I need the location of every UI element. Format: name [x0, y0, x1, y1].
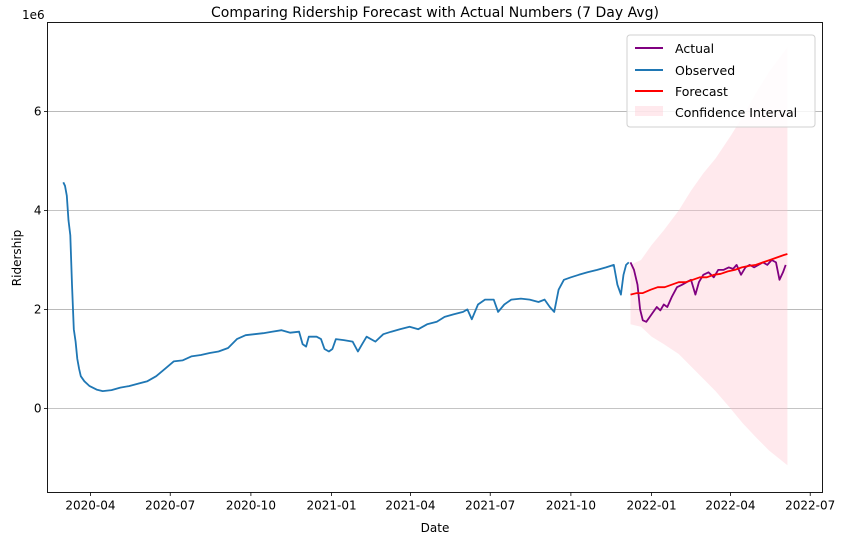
series-line-layer: [62, 181, 788, 393]
y-tick-label: 0: [34, 401, 42, 415]
x-tick-label: 2021-04: [385, 499, 435, 513]
legend-label-forecast: Forecast: [675, 84, 728, 99]
x-tick-label: 2022-01: [626, 499, 676, 513]
x-tick-label: 2021-07: [465, 499, 515, 513]
confidence-interval-band: [630, 47, 788, 466]
x-tick-label: 2021-10: [546, 499, 596, 513]
chart-title: Comparing Ridership Forecast with Actual…: [211, 5, 659, 21]
plot-area-frame: [47, 22, 823, 493]
legend-box: [626, 34, 816, 128]
x-axis-title: Date: [421, 521, 450, 535]
x-axis: 2020-04 2020-07 2020-10 2021-01 2021-04 2021-…: [65, 492, 835, 513]
y-axis-title: Ridership: [10, 230, 24, 286]
x-tick-label: 2020-07: [145, 499, 195, 513]
x-tick-label: 2020-04: [65, 499, 115, 513]
x-tick-label: 2022-07: [785, 499, 835, 513]
forecast-series-line: [630, 253, 788, 296]
legend-label-actual: Actual: [675, 41, 714, 56]
y-tick-label: 2: [34, 302, 42, 316]
y-offset-label: 1e6: [22, 8, 45, 22]
confidence-band-layer: [630, 47, 788, 466]
observed-series-line: [62, 181, 630, 393]
x-tick-label: 2022-04: [705, 499, 755, 513]
x-tick-label: 2021-01: [306, 499, 356, 513]
legend-swatch-confidence: [635, 106, 663, 116]
legend: Actual Observed Forecast Confidence Inte…: [626, 34, 816, 128]
x-tick-label: 2020-10: [226, 499, 276, 513]
grid-layer: [47, 111, 823, 409]
y-axis: 0 2 4 6: [34, 105, 48, 415]
legend-label-confidence: Confidence Interval: [675, 105, 797, 120]
legend-label-observed: Observed: [675, 63, 735, 78]
y-tick-label: 4: [34, 204, 42, 218]
y-tick-label: 6: [34, 105, 42, 119]
